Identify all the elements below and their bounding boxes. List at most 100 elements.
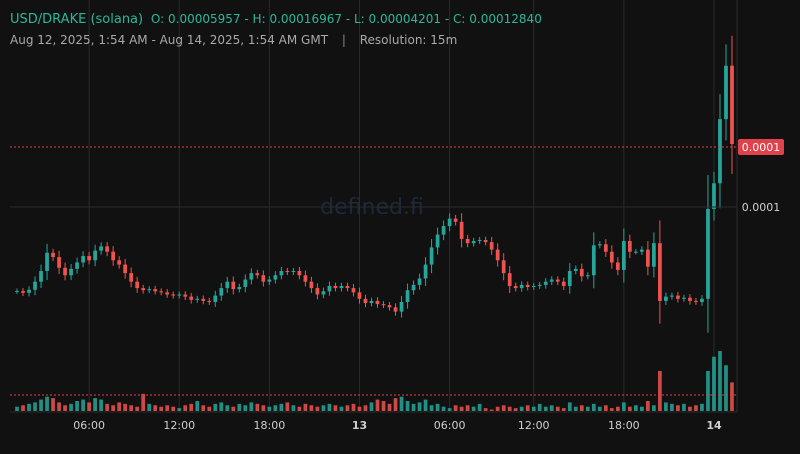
candle-body[interactable]: [243, 279, 248, 288]
candle-body[interactable]: [525, 284, 530, 288]
candle-body[interactable]: [249, 273, 254, 280]
candle-body[interactable]: [627, 241, 632, 252]
candle-body[interactable]: [664, 296, 668, 301]
candle-body[interactable]: [327, 285, 332, 292]
candle-body[interactable]: [273, 275, 278, 280]
candle-body[interactable]: [513, 285, 518, 289]
candle-body[interactable]: [537, 284, 542, 286]
candle-body[interactable]: [549, 279, 554, 282]
candle-body[interactable]: [255, 273, 260, 276]
candle-body[interactable]: [129, 273, 134, 282]
candle-body[interactable]: [465, 238, 470, 244]
candle-body[interactable]: [363, 298, 368, 304]
candle-body[interactable]: [207, 300, 212, 302]
candle-body[interactable]: [423, 264, 428, 279]
candle-body[interactable]: [75, 262, 79, 269]
candle-body[interactable]: [135, 281, 140, 289]
candle-body[interactable]: [303, 275, 308, 282]
candle-body[interactable]: [483, 239, 488, 243]
candle-body[interactable]: [357, 292, 362, 299]
price-axis[interactable]: 0.0001 0.0001: [738, 139, 784, 214]
candle-body[interactable]: [39, 270, 43, 282]
candle-body[interactable]: [159, 291, 164, 293]
candle-body[interactable]: [603, 244, 608, 252]
candle-body[interactable]: [99, 246, 103, 251]
candle-body[interactable]: [45, 252, 49, 271]
pair-name[interactable]: USD/DRAKE (solana): [10, 12, 144, 27]
candle-body[interactable]: [261, 275, 266, 282]
candle-body[interactable]: [471, 241, 476, 244]
candle-body[interactable]: [531, 285, 536, 288]
candle-body[interactable]: [621, 241, 626, 270]
candle-body[interactable]: [519, 284, 524, 289]
candle-body[interactable]: [213, 295, 218, 302]
candle-body[interactable]: [123, 264, 128, 274]
candle-body[interactable]: [489, 242, 494, 250]
candle-body[interactable]: [676, 295, 680, 299]
candle-body[interactable]: [706, 208, 710, 299]
candle-body[interactable]: [147, 289, 152, 291]
candle-body[interactable]: [111, 251, 116, 261]
candle-body[interactable]: [501, 260, 506, 274]
candle-body[interactable]: [189, 296, 194, 300]
candle-body[interactable]: [682, 297, 686, 299]
candle-body[interactable]: [429, 247, 434, 265]
candle-body[interactable]: [285, 270, 290, 273]
candle-body[interactable]: [339, 285, 344, 289]
candle-body[interactable]: [81, 256, 85, 263]
candle-body[interactable]: [591, 245, 596, 276]
candle-body[interactable]: [93, 250, 97, 261]
candle-body[interactable]: [615, 262, 620, 270]
candle-body[interactable]: [297, 270, 302, 276]
candle-body[interactable]: [375, 300, 380, 305]
candle-body[interactable]: [441, 226, 446, 235]
candle-body[interactable]: [165, 292, 170, 295]
candle-body[interactable]: [718, 119, 722, 184]
candle-body[interactable]: [507, 273, 512, 286]
candle-body[interactable]: [309, 281, 314, 289]
candle-body[interactable]: [117, 260, 122, 265]
candle-body[interactable]: [435, 234, 440, 248]
candle-body[interactable]: [231, 281, 236, 290]
candle-body[interactable]: [393, 307, 398, 312]
candle-body[interactable]: [700, 298, 704, 302]
candle-body[interactable]: [652, 243, 656, 267]
candle-body[interactable]: [646, 249, 650, 267]
candle-body[interactable]: [105, 246, 109, 252]
candle-body[interactable]: [573, 268, 578, 271]
candle-body[interactable]: [585, 275, 590, 277]
resolution-label[interactable]: Resolution: 15m: [359, 33, 458, 47]
candle-body[interactable]: [694, 300, 698, 302]
candle-body[interactable]: [183, 294, 188, 297]
candle-body[interactable]: [201, 298, 206, 301]
candle-body[interactable]: [561, 281, 566, 286]
candle-body[interactable]: [351, 288, 356, 293]
candle-body[interactable]: [171, 294, 176, 296]
candle-body[interactable]: [291, 270, 296, 273]
candle-body[interactable]: [670, 295, 674, 297]
candle-body[interactable]: [597, 244, 602, 246]
candle-body[interactable]: [27, 289, 31, 293]
candle-body[interactable]: [399, 301, 404, 312]
candle-body[interactable]: [633, 251, 638, 253]
candle-body[interactable]: [658, 243, 662, 301]
candle-body[interactable]: [237, 287, 242, 290]
candle-body[interactable]: [87, 256, 91, 261]
candle-body[interactable]: [333, 285, 338, 289]
candle-body[interactable]: [387, 305, 392, 308]
candle-body[interactable]: [555, 279, 560, 282]
candle-body[interactable]: [724, 65, 728, 120]
candle-body[interactable]: [369, 300, 374, 304]
candle-body[interactable]: [141, 288, 146, 291]
candle-body[interactable]: [688, 297, 692, 301]
candle-body[interactable]: [21, 291, 25, 293]
candle-body[interactable]: [609, 251, 614, 263]
candle-body[interactable]: [405, 290, 410, 302]
candle-body[interactable]: [417, 278, 422, 285]
candle-body[interactable]: [345, 285, 350, 289]
candle-body[interactable]: [153, 289, 158, 292]
candle-body[interactable]: [15, 291, 19, 293]
candle-body[interactable]: [225, 281, 230, 289]
